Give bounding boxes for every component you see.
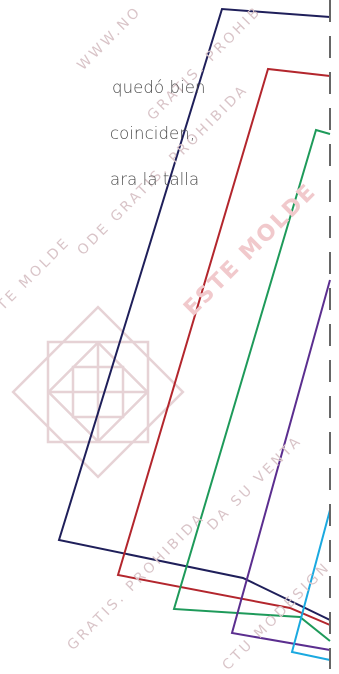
body-text-line-1: quedó bien	[112, 78, 206, 97]
pattern-line-navy	[57, 7, 331, 621]
pattern-line-green	[172, 128, 331, 642]
pattern-line-red	[116, 67, 331, 626]
pattern-line-purple	[230, 279, 331, 651]
body-text-line-2: coinciden,	[110, 124, 196, 143]
watermark-logo	[11, 305, 185, 479]
pattern-line-cyan	[290, 509, 331, 661]
body-text-line-3: ara la talla	[110, 170, 200, 189]
